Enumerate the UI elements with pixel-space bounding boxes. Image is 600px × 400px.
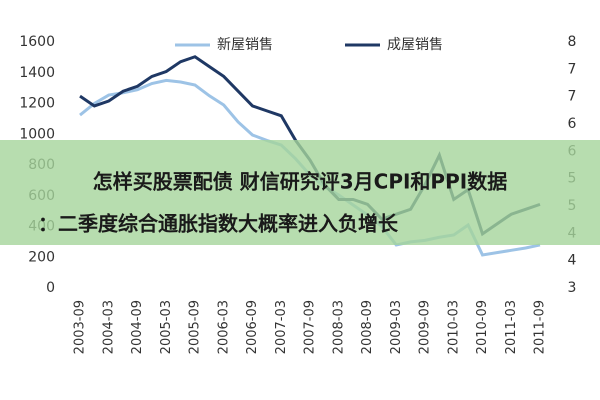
y2-tick-label: 4 (568, 253, 577, 269)
x-tick-label: 2008-03 (331, 300, 346, 354)
x-tick-label: 2005-03 (159, 300, 174, 354)
x-tick-label: 2009-09 (418, 300, 433, 354)
y-tick-label: 200 (28, 249, 55, 265)
x-tick-label: 2010-09 (475, 300, 490, 354)
x-tick-label: 2004-03 (101, 300, 116, 354)
x-tick-label: 2003-09 (73, 300, 88, 354)
y2-tick-label: 7 (568, 89, 577, 105)
x-tick-label: 2011-09 (533, 300, 548, 354)
overlay-band (0, 140, 600, 245)
x-tick-label: 2005-09 (188, 300, 203, 354)
y2-tick-label: 8 (568, 34, 577, 50)
x-tick-label: 2010-03 (446, 300, 461, 354)
y-tick-label: 1200 (19, 96, 55, 112)
y-tick-label: 1000 (19, 126, 55, 142)
y2-tick-label: 6 (568, 116, 577, 132)
overlay-text: 怎样买股票配债 财信研究评3月CPI和PPI数据 (93, 170, 507, 194)
legend-label: 成屋销售 (387, 37, 443, 53)
legend-label: 新屋销售 (217, 37, 273, 53)
x-tick-label: 2004-09 (130, 300, 145, 354)
y2-tick-label: 3 (568, 280, 577, 296)
x-tick-label: 2006-03 (216, 300, 231, 354)
x-tick-label: 2007-03 (274, 300, 289, 354)
x-tick-label: 2011-03 (504, 300, 519, 354)
x-tick-label: 2007-09 (303, 300, 318, 354)
x-tick-label: 2008-09 (360, 300, 375, 354)
y2-tick-label: 7 (568, 61, 577, 77)
x-tick-label: 2009-03 (389, 300, 404, 354)
y-tick-label: 1600 (19, 34, 55, 50)
overlay-text: ：二季度综合通胀指数大概率进入负增长 (38, 212, 399, 236)
y-tick-label: 1400 (19, 65, 55, 81)
x-tick-label: 2006-09 (245, 300, 260, 354)
y-tick-label: 0 (46, 280, 55, 296)
